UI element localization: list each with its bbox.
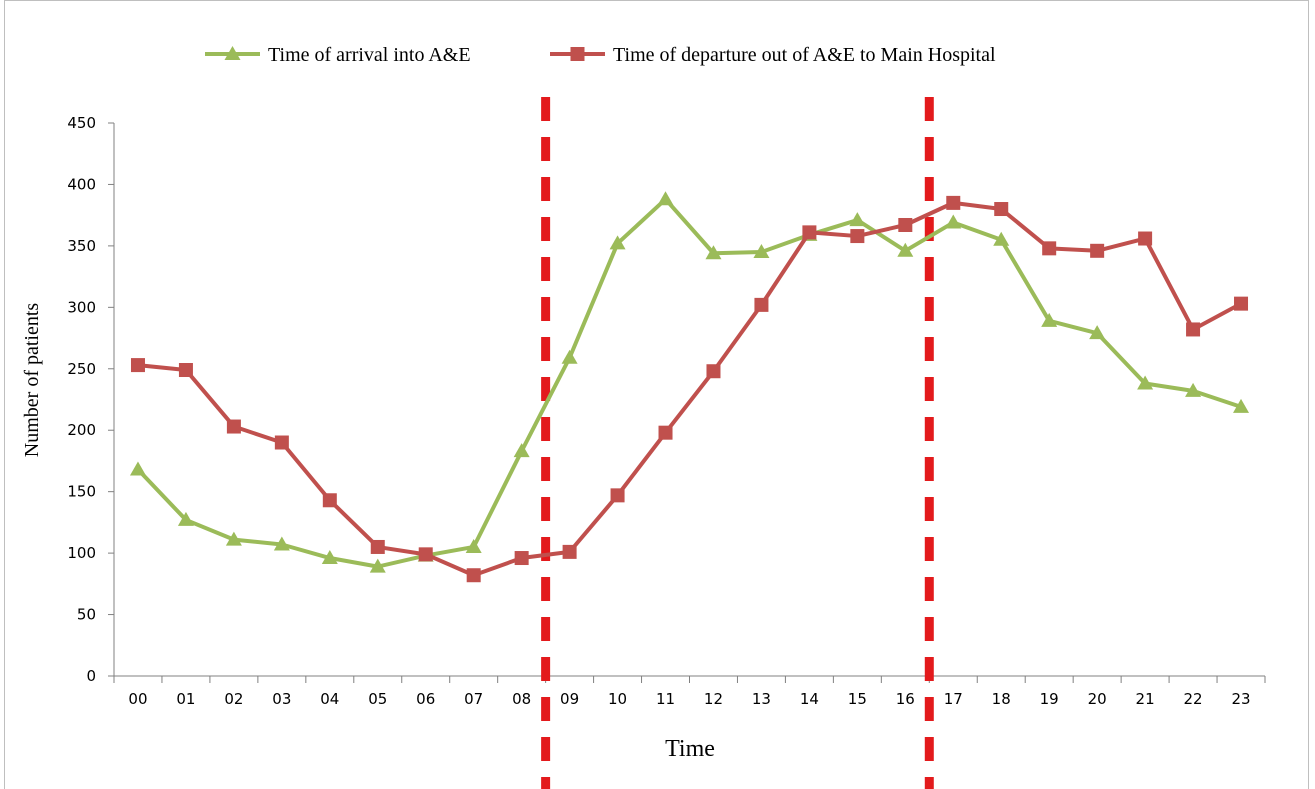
data-point — [1233, 398, 1250, 413]
data-point — [609, 235, 626, 250]
x-tick-label: 16 — [896, 690, 915, 708]
data-point — [130, 358, 145, 373]
x-tick-label: 08 — [512, 690, 531, 708]
x-tick-label: 14 — [800, 690, 819, 708]
data-point — [226, 419, 241, 434]
data-point — [898, 217, 913, 232]
data-point — [514, 551, 529, 566]
x-axis-label: Time — [665, 736, 715, 762]
series-line — [137, 200, 1242, 578]
legend: Time of arrival into A&E Time of departur… — [205, 44, 996, 66]
legend-label: Time of arrival into A&E — [268, 44, 471, 66]
data-point — [321, 550, 338, 565]
series-departure — [130, 195, 1249, 583]
data-point — [657, 191, 674, 206]
data-point — [706, 364, 721, 379]
data-point — [465, 538, 482, 553]
data-point — [322, 493, 337, 508]
data-point — [1185, 382, 1202, 397]
data-point — [369, 558, 386, 573]
x-tick-label: 20 — [1088, 690, 1107, 708]
x-tick-label: 21 — [1136, 690, 1155, 708]
data-point — [418, 547, 433, 562]
x-tick-label: 13 — [752, 690, 771, 708]
legend-marker — [224, 46, 241, 60]
y-tick-label: 200 — [67, 421, 96, 439]
y-tick-label: 450 — [67, 114, 96, 132]
x-tick-label: 00 — [128, 690, 147, 708]
x-tick-label: 02 — [224, 690, 243, 708]
data-point — [658, 425, 673, 440]
data-point — [1041, 312, 1058, 327]
y-tick-label: 0 — [86, 667, 96, 685]
data-point — [946, 195, 961, 210]
series-line — [136, 197, 1242, 569]
legend-label: Time of departure out of A&E to Main Hos… — [613, 44, 996, 66]
data-point — [610, 488, 625, 503]
data-point — [274, 435, 289, 450]
data-point — [1138, 231, 1153, 246]
x-tick-label: 07 — [464, 690, 483, 708]
data-point — [1137, 375, 1154, 390]
data-point — [129, 461, 146, 476]
x-tick-label: 18 — [992, 690, 1011, 708]
x-tick-label: 01 — [176, 690, 195, 708]
y-tick-label: 150 — [67, 483, 96, 501]
data-point — [850, 229, 865, 244]
x-tick-label: 23 — [1231, 690, 1250, 708]
x-tick-label: 05 — [368, 690, 387, 708]
data-point — [1089, 325, 1106, 340]
data-point — [273, 536, 290, 551]
data-point — [1090, 243, 1105, 258]
x-tick-label: 19 — [1040, 690, 1059, 708]
data-point — [754, 297, 769, 312]
data-point — [802, 225, 817, 240]
data-point — [466, 568, 481, 583]
x-tick-label: 09 — [560, 690, 579, 708]
x-tick-label: 17 — [944, 690, 963, 708]
y-tick-label: 50 — [77, 606, 96, 624]
legend-marker — [570, 47, 585, 61]
y-tick-label: 250 — [67, 360, 96, 378]
reference-lines — [541, 97, 934, 789]
data-point — [849, 212, 866, 227]
x-tick-label: 10 — [608, 690, 627, 708]
data-point — [945, 214, 962, 229]
data-point — [562, 544, 577, 559]
data-point — [705, 245, 722, 260]
y-tick-label: 350 — [67, 237, 96, 255]
x-tick-label: 03 — [272, 690, 291, 708]
data-point — [561, 349, 578, 364]
y-axis-label: Number of patients — [21, 303, 43, 458]
x-tick-label: 06 — [416, 690, 435, 708]
legend-item: Time of arrival into A&E — [205, 44, 471, 66]
data-point — [1234, 296, 1249, 311]
y-tick-label: 100 — [67, 544, 96, 562]
data-point — [1042, 241, 1057, 256]
x-tick-label: 04 — [320, 690, 339, 708]
x-tick-label: 15 — [848, 690, 867, 708]
data-point — [994, 202, 1009, 217]
chart-frame — [4, 0, 1309, 789]
data-point — [178, 363, 193, 378]
y-tick-label: 300 — [67, 298, 96, 316]
x-tick-label: 12 — [704, 690, 723, 708]
axes: 0 50 100 150 200 250 300 350 400 450 00 01 02 03 04 05 0… — [67, 114, 1266, 708]
y-tick-label: 400 — [67, 175, 96, 193]
data-point — [177, 511, 194, 526]
data-point — [753, 244, 770, 259]
legend-item: Time of departure out of A&E to Main Hos… — [550, 44, 996, 66]
data-point — [370, 539, 385, 554]
data-point — [225, 531, 242, 546]
x-tick-label: 22 — [1184, 690, 1203, 708]
series-group — [129, 191, 1250, 583]
x-tick-label: 11 — [656, 690, 675, 708]
data-point — [1186, 322, 1201, 337]
data-point — [897, 242, 914, 257]
data-point — [513, 443, 530, 458]
data-point — [993, 231, 1010, 246]
